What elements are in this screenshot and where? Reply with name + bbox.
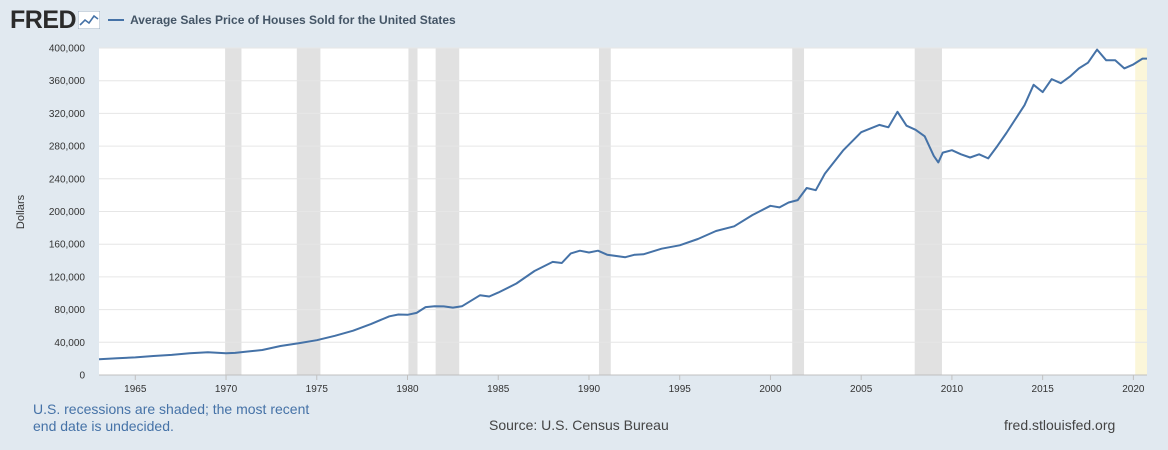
y-tick-label: 400,000 — [49, 44, 86, 55]
x-tick-label: 2010 — [941, 384, 964, 395]
series-layer — [98, 48, 1147, 361]
legend-series-name[interactable]: Average Sales Price of Houses Sold for t… — [130, 13, 456, 27]
x-tick-label: 2020 — [1122, 384, 1145, 395]
x-tick-label: 2000 — [759, 384, 782, 395]
y-axis: 0 40,000 80,000 120,000 160,000 200,000 240,00… — [49, 44, 86, 382]
fred-url-link[interactable]: fred.stlouisfed.org — [1004, 417, 1116, 433]
x-tick-label: 1975 — [306, 384, 329, 395]
x-tick-label: 1970 — [215, 384, 238, 395]
y-tick-label: 360,000 — [49, 76, 86, 87]
line-chart-icon — [78, 11, 101, 29]
x-tick-label: 1980 — [396, 384, 419, 395]
y-axis-label: Dollars — [15, 194, 27, 229]
chart-legend: Average Sales Price of Houses Sold for t… — [108, 13, 456, 27]
y-tick-label: 240,000 — [49, 174, 86, 185]
y-tick-label: 120,000 — [49, 272, 86, 283]
x-tick-label: 1965 — [124, 384, 147, 395]
line-chart[interactable]: 0 40,000 80,000 120,000 160,000 200,000 240,00… — [0, 0, 1168, 400]
y-tick-label: 280,000 — [49, 142, 86, 153]
fred-logo[interactable]: FRED — [10, 5, 77, 34]
y-tick-label: 160,000 — [49, 240, 86, 251]
y-tick-label: 200,000 — [49, 207, 86, 218]
x-tick-label: 2005 — [850, 384, 873, 395]
source-label: Source: U.S. Census Bureau — [489, 417, 669, 433]
recession-note: U.S. recessions are shaded; the most rec… — [33, 401, 310, 434]
x-tick-label: 1985 — [487, 384, 510, 395]
x-axis: 1965 1970 1975 1980 1985 1990 1995 2000 2005 2010… — [99, 374, 1147, 395]
x-tick-label: 2015 — [1032, 384, 1055, 395]
x-tick-label: 1995 — [669, 384, 692, 395]
series-line — [98, 48, 1147, 361]
x-tick-label: 1990 — [578, 384, 601, 395]
y-tick-label: 320,000 — [49, 109, 86, 120]
chart-header: FRED Average Sales Price of Houses Sold … — [10, 6, 456, 34]
legend-swatch — [108, 19, 125, 21]
y-tick-label: 40,000 — [54, 338, 85, 349]
y-tick-label: 80,000 — [54, 305, 85, 316]
gridlines — [99, 47, 1147, 343]
y-tick-label: 0 — [79, 371, 85, 382]
